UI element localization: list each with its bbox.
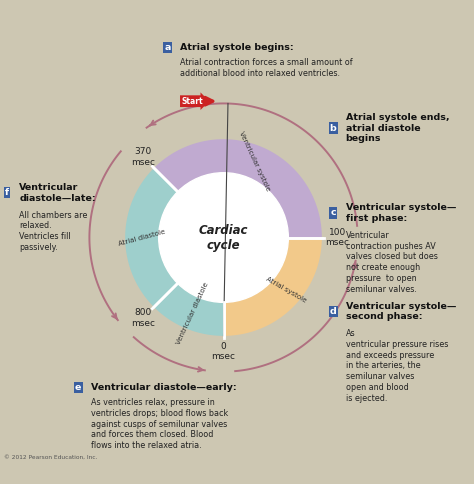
Text: c: c <box>330 209 336 217</box>
Text: Cardiac
cycle: Cardiac cycle <box>199 224 248 252</box>
Text: All chambers are
relaxed.
Ventricles fill
passively.: All chambers are relaxed. Ventricles fil… <box>19 211 88 252</box>
Text: Ventricular
contraction pushes AV
valves closed but does
not create enough
press: Ventricular contraction pushes AV valves… <box>346 231 438 294</box>
Text: e: e <box>75 383 82 392</box>
Polygon shape <box>125 168 178 307</box>
Text: Ventricular systole: Ventricular systole <box>237 131 271 193</box>
Text: As ventricles relax, pressure in
ventricles drops; blood flows back
against cusp: As ventricles relax, pressure in ventric… <box>91 398 228 450</box>
Text: Atrial systole: Atrial systole <box>265 276 307 304</box>
Text: Ventricular diastole—early:: Ventricular diastole—early: <box>91 383 237 392</box>
Text: a: a <box>164 43 171 52</box>
Text: f: f <box>5 188 9 197</box>
Circle shape <box>159 173 288 302</box>
Text: Atrial contraction forces a small amount of
additional blood into relaxed ventri: Atrial contraction forces a small amount… <box>180 58 353 78</box>
Text: 370
msec: 370 msec <box>131 147 155 166</box>
Text: Ventricular diastole: Ventricular diastole <box>176 281 210 346</box>
Text: Ventricular systole—
second phase:: Ventricular systole— second phase: <box>346 302 456 321</box>
Text: Atrial systole begins:: Atrial systole begins: <box>180 43 294 52</box>
Text: Atrial diastole: Atrial diastole <box>118 228 166 247</box>
Circle shape <box>18 32 429 443</box>
Text: © 2012 Pearson Education, Inc.: © 2012 Pearson Education, Inc. <box>4 455 98 460</box>
Polygon shape <box>154 283 224 336</box>
Text: 800
msec: 800 msec <box>131 308 155 328</box>
Text: Ventricular systole—
first phase:: Ventricular systole— first phase: <box>346 203 456 223</box>
Text: b: b <box>329 123 337 133</box>
Text: Atrial systole ends,
atrial diastole
begins: Atrial systole ends, atrial diastole beg… <box>346 113 449 143</box>
Text: Ventricular
diastole—late:: Ventricular diastole—late: <box>19 183 96 202</box>
Polygon shape <box>224 238 322 336</box>
Text: As
ventricular pressure rises
and exceeds pressure
in the arteries, the
semiluna: As ventricular pressure rises and exceed… <box>346 329 448 403</box>
Text: 100
msec: 100 msec <box>326 228 349 247</box>
Polygon shape <box>154 139 322 238</box>
Text: Start: Start <box>182 97 203 106</box>
Text: d: d <box>329 307 337 316</box>
Text: 0
msec: 0 msec <box>211 342 236 361</box>
